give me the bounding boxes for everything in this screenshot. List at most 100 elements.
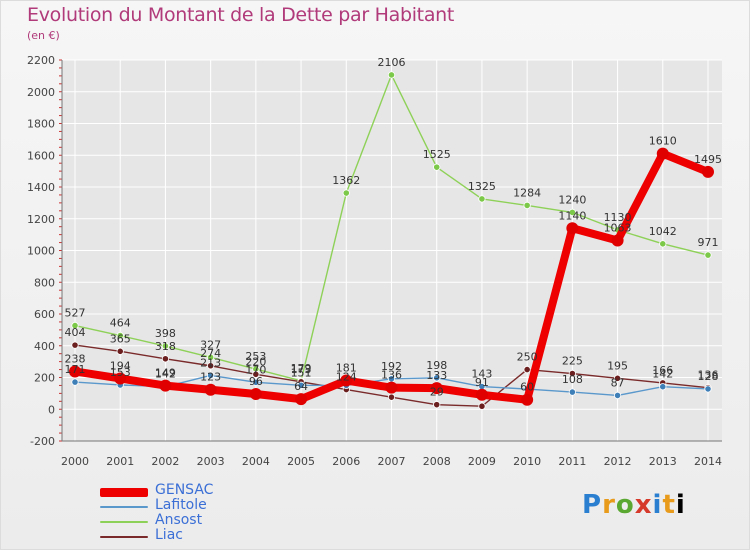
x-tick-label: 2010: [513, 455, 541, 468]
y-tick-label: 2000: [27, 86, 55, 99]
data-point-gensac: [249, 388, 262, 401]
data-point-liac: [478, 402, 486, 410]
data-point-liac: [161, 355, 170, 363]
y-tick-label: 1600: [27, 149, 55, 162]
legend-swatch-gensac: [100, 488, 148, 497]
data-point-lafitole: [433, 374, 441, 382]
data-point-ansost: [659, 240, 667, 248]
legend-label-lafitole: Lafitole: [155, 497, 207, 513]
data-point-liac: [252, 370, 260, 378]
data-label-gensac: 1063: [604, 221, 632, 234]
data-label-liac: 166: [652, 364, 673, 377]
data-label-ansost: 327: [200, 338, 221, 351]
y-tick-label: 1000: [27, 245, 55, 258]
data-point-ansost: [161, 342, 170, 350]
x-tick-label: 2009: [468, 455, 496, 468]
data-label-ansost: 253: [245, 350, 266, 363]
data-label-lafitole: 170: [245, 363, 266, 376]
data-point-ansost: [71, 321, 79, 330]
data-label-ansost: 527: [65, 307, 86, 320]
data-label-liac: 136: [698, 369, 719, 382]
data-label-ansost: 971: [698, 236, 719, 249]
legend-swatch-lafitole: [100, 506, 148, 508]
data-label-lafitole: 87: [611, 376, 625, 389]
data-point-ansost: [116, 331, 124, 340]
legend-label-ansost: Ansost: [155, 512, 203, 528]
data-point-lafitole: [704, 385, 712, 393]
data-point-ansost: [478, 195, 486, 203]
y-tick-label: 200: [34, 372, 55, 385]
data-label-lafitole: 213: [200, 356, 221, 369]
data-point-lafitole: [297, 381, 305, 389]
data-point-ansost: [207, 353, 215, 361]
y-tick-label: 0: [48, 403, 55, 416]
x-tick-label: 2006: [332, 455, 360, 468]
data-point-gensac: [114, 372, 127, 385]
data-label-ansost: 1240: [558, 193, 586, 206]
x-tick-label: 2001: [106, 455, 134, 468]
data-label-ansost: 1325: [468, 180, 496, 193]
data-label-liac: 195: [607, 359, 628, 372]
data-point-liac: [568, 369, 576, 378]
data-label-ansost: 398: [155, 327, 176, 340]
data-label-lafitole: 151: [291, 366, 312, 379]
data-point-gensac: [611, 234, 624, 247]
data-point-liac: [523, 365, 531, 374]
data-point-gensac: [521, 393, 534, 406]
data-label-lafitole: 142: [652, 368, 673, 381]
data-label-lafitole: 143: [471, 368, 492, 381]
x-tick-label: 2012: [604, 455, 632, 468]
x-tick-label: 2005: [287, 455, 315, 468]
x-tick-label: 2008: [423, 455, 451, 468]
data-label-liac: 250: [517, 351, 538, 364]
data-label-lafitole: 128: [698, 370, 719, 383]
data-label-gensac: 1495: [694, 153, 722, 166]
data-label-liac: 274: [200, 347, 221, 360]
data-point-gensac: [566, 222, 579, 235]
data-point-gensac: [385, 381, 398, 394]
data-label-liac: 220: [245, 355, 266, 368]
data-label-gensac: 91: [475, 376, 489, 389]
x-tick-label: 2002: [151, 455, 179, 468]
x-tick-label: 2007: [378, 455, 406, 468]
data-point-gensac: [702, 165, 714, 178]
data-label-liac: 225: [562, 355, 583, 368]
data-label-liac: 173: [291, 363, 312, 376]
data-point-lafitole: [659, 383, 667, 391]
x-tick-label: 2003: [197, 455, 225, 468]
data-label-ansost: 1525: [423, 148, 451, 161]
data-label-gensac: 1140: [558, 209, 586, 222]
data-point-gensac: [295, 393, 308, 406]
y-tick-label: 400: [34, 340, 55, 353]
data-point-liac: [116, 347, 124, 355]
data-point-ansost: [704, 251, 712, 259]
data-label-ansost: 1130: [604, 211, 632, 224]
data-label-ansost: 464: [110, 317, 131, 330]
data-point-gensac: [204, 383, 217, 396]
data-point-lafitole: [252, 378, 260, 386]
data-label-lafitole: 171: [65, 363, 86, 376]
data-point-liac: [433, 401, 441, 409]
y-tick-label: 600: [34, 308, 55, 321]
data-label-lafitole: 108: [562, 373, 583, 386]
data-label-liac: 124: [336, 371, 357, 384]
data-point-lafitole: [568, 388, 576, 396]
data-point-ansost: [387, 71, 396, 79]
x-tick-label: 2004: [242, 455, 270, 468]
data-label-ansost: 1042: [649, 225, 677, 238]
data-label-liac: 404: [65, 326, 86, 339]
data-label-gensac: 136: [381, 369, 402, 382]
data-point-gensac: [430, 382, 443, 395]
data-label-gensac: 1610: [649, 135, 677, 148]
data-label-ansost: 1284: [513, 186, 541, 199]
data-point-ansost: [342, 189, 350, 197]
data-label-ansost: 1362: [332, 174, 360, 187]
y-tick-label: -200: [30, 435, 55, 448]
y-tick-label: 1800: [27, 118, 55, 131]
y-tick-label: 1200: [27, 213, 55, 226]
legend-label-gensac: GENSAC: [155, 482, 214, 498]
data-point-lafitole: [71, 378, 79, 386]
data-label-gensac: 181: [336, 362, 357, 375]
data-label-gensac: 60: [520, 381, 534, 394]
